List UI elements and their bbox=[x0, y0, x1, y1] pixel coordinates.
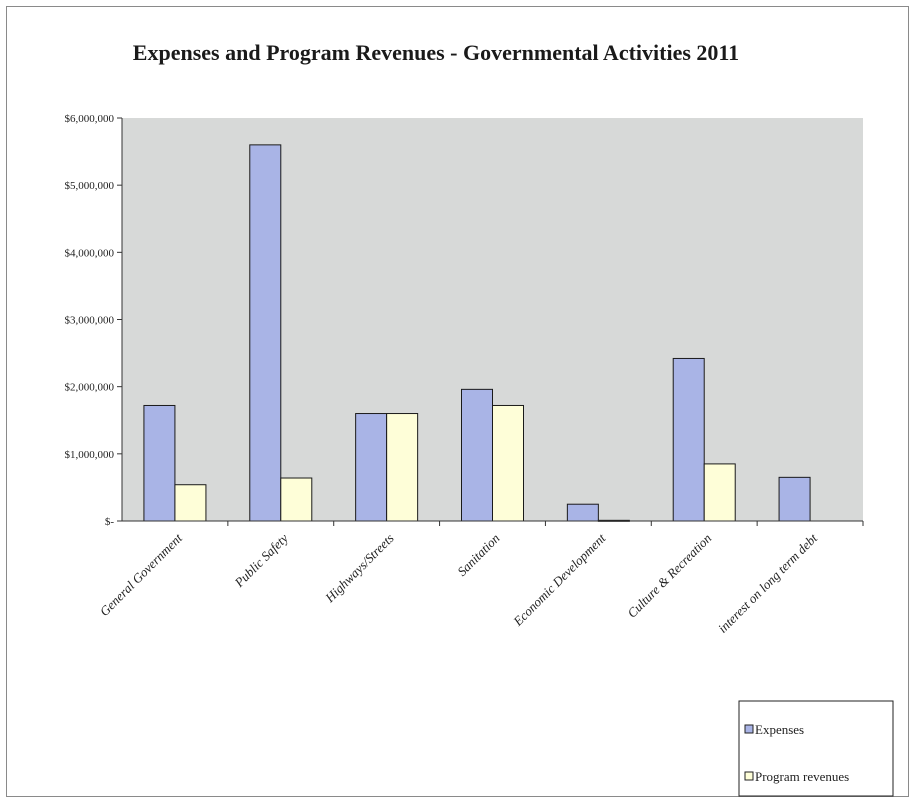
bar-expenses bbox=[461, 388, 493, 522]
x-tick-label: Culture & Recreation bbox=[624, 531, 714, 621]
y-axis: $- $1,000,000 $2,000,000 $3,000,000 $4,000,0… bbox=[65, 113, 123, 528]
x-tick-label: Economic Development bbox=[510, 530, 609, 629]
bar-program-revenues bbox=[492, 404, 524, 522]
bar-expenses bbox=[355, 413, 388, 522]
x-tick-label: Highways/Streets bbox=[321, 531, 396, 606]
y-tick-label: $1,000,000 bbox=[65, 449, 115, 461]
x-tick-label: interest on long term debt bbox=[715, 530, 821, 636]
legend-label: Expenses bbox=[755, 722, 804, 737]
x-tick-label: Public Safety bbox=[231, 530, 291, 590]
bar-expenses bbox=[566, 503, 599, 522]
bar-program-revenues bbox=[703, 463, 736, 522]
bar-program-revenues bbox=[386, 413, 419, 522]
bar-expenses bbox=[778, 476, 811, 522]
x-tick-label: General Government bbox=[97, 530, 186, 619]
x-axis: General Government Public Safety Highways/… bbox=[97, 520, 864, 636]
bar-expenses bbox=[143, 404, 176, 522]
y-tick-label: $3,000,000 bbox=[65, 315, 115, 327]
y-tick-label: $5,000,000 bbox=[65, 180, 115, 192]
bar-expenses bbox=[672, 357, 705, 522]
bar-expenses bbox=[249, 144, 282, 522]
x-tick-label: Sanitation bbox=[454, 531, 502, 579]
y-tick-label: $6,000,000 bbox=[65, 113, 115, 125]
legend-label: Program revenues bbox=[755, 769, 849, 784]
bar-program-revenues bbox=[280, 477, 313, 522]
y-tick-label: $- bbox=[105, 516, 115, 528]
legend: Expenses Program revenues bbox=[738, 700, 894, 797]
legend-swatch bbox=[744, 724, 754, 734]
bars bbox=[143, 144, 811, 522]
y-tick-label: $4,000,000 bbox=[65, 247, 115, 259]
y-tick-label: $2,000,000 bbox=[65, 382, 115, 394]
legend-box bbox=[738, 700, 894, 797]
legend-swatch bbox=[744, 771, 754, 781]
bar-program-revenues bbox=[174, 484, 207, 522]
chart-title: Expenses and Program Revenues - Governme… bbox=[133, 40, 739, 65]
